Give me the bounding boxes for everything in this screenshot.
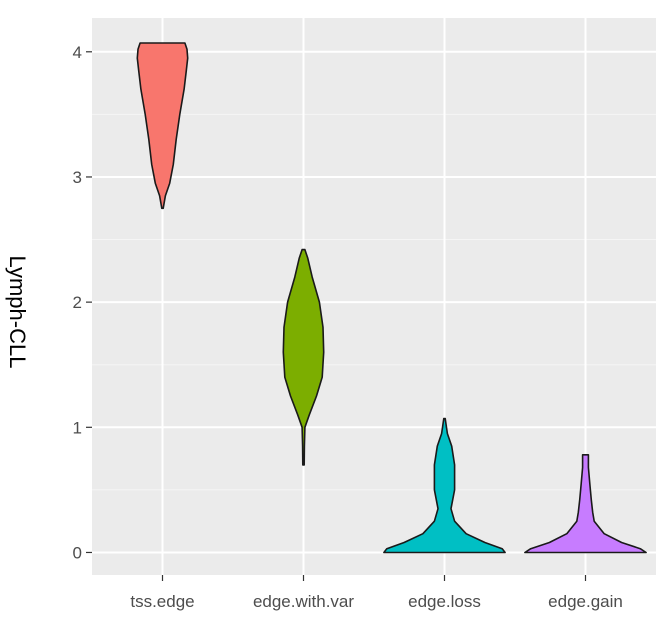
y-tick-label: 4: [73, 43, 82, 62]
x-axis: tss.edge edge.with.var edge.loss edge.gain: [130, 575, 623, 611]
violin-tss.edge: [136, 42, 189, 210]
x-tick-label: edge.with.var: [253, 592, 354, 611]
plot-panel: [92, 18, 656, 575]
y-tick-label: 0: [73, 543, 82, 562]
violin-shapes: [136, 42, 647, 554]
x-tick-label: edge.gain: [548, 592, 623, 611]
violin-edge.loss: [383, 417, 506, 554]
y-axis: 0 1 2 3 4: [73, 43, 92, 562]
minor-gridlines: [92, 113, 656, 491]
x-tick-label: tss.edge: [130, 592, 194, 611]
y-tick-label: 3: [73, 168, 82, 187]
x-tick-label: edge.loss: [408, 592, 481, 611]
y-axis-title: Lymph-CLL: [5, 256, 30, 369]
violin-edge.gain: [524, 454, 647, 554]
y-tick-label: 2: [73, 293, 82, 312]
violin-edge.with.var: [282, 248, 325, 466]
y-tick-label: 1: [73, 418, 82, 437]
